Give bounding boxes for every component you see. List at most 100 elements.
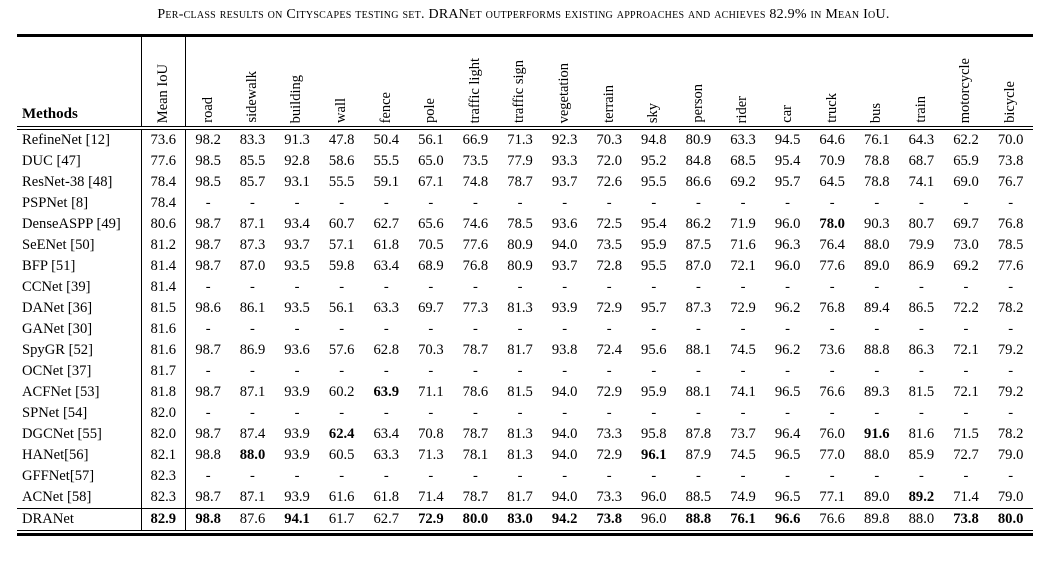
score-cell: -	[651, 405, 657, 421]
score-cell: -	[562, 321, 568, 337]
score-cell: 73.6	[140, 128, 187, 151]
table-row: DRANet 82.9 98.8 87.6 94.1 61.7 62.7 72.9 80.0 83…	[17, 508, 1033, 531]
score-cell: 90.3	[864, 216, 890, 232]
score-cell: 77.6	[819, 258, 845, 274]
score-cell: 70.8	[418, 426, 444, 442]
score-cell: -	[473, 321, 478, 337]
score-cell: 95.9	[641, 237, 667, 253]
score-cell: 76.7	[997, 174, 1024, 190]
score-cell: 86.9	[239, 342, 266, 358]
score-cell: 96.5	[774, 489, 801, 505]
score-cell: 80.9	[507, 237, 533, 253]
score-cell: -	[517, 363, 523, 379]
column-header-label: person	[689, 84, 706, 123]
score-cell: 63.3	[373, 300, 400, 316]
column-header: fence	[363, 37, 409, 130]
score-cell: 76.6	[809, 508, 855, 531]
score-cell: 73.7	[730, 426, 756, 442]
score-cell: -	[918, 279, 924, 295]
score-cell: 79.0	[997, 447, 1024, 463]
score-cell: 98.7	[195, 342, 221, 358]
score-cell: 86.1	[239, 300, 266, 316]
score-cell: 82.0	[140, 403, 187, 424]
table-row: BFP [51] 81.4 98.7 87.0 93.5 59.8 63.4 68.9 76.8…	[17, 256, 1033, 277]
score-cell: 74.1	[908, 174, 935, 190]
column-header: Mean IoU	[140, 37, 187, 130]
score-cell: 96.2	[774, 300, 801, 316]
score-cell: -	[918, 321, 924, 337]
method-name: GFFNet[57]	[22, 468, 95, 484]
score-cell: -	[517, 195, 523, 211]
score-cell: 70.3	[596, 132, 622, 148]
table-row: DGCNet [55] 82.0 98.7 87.4 93.9 62.4 63.4 70.8 7…	[17, 424, 1033, 445]
score-cell: -	[294, 195, 300, 211]
method-name: RefineNet [12]	[22, 132, 110, 148]
table-caption: Per-class results on Cityscapes testing …	[157, 7, 890, 22]
score-cell: -	[740, 321, 746, 337]
score-cell: 96.5	[774, 447, 801, 463]
score-cell: 50.4	[373, 132, 400, 148]
score-cell: -	[473, 468, 478, 484]
score-cell: 69.7	[953, 216, 979, 232]
score-cell: -	[874, 363, 880, 379]
score-cell: 94.0	[551, 426, 578, 442]
score-cell: -	[695, 195, 701, 211]
column-header-label: traffic light	[466, 57, 483, 123]
score-cell: -	[785, 321, 791, 337]
score-cell: 72.9	[596, 447, 622, 463]
column-header: pole	[408, 37, 454, 130]
score-cell: 77.9	[507, 153, 533, 169]
method-name: SPNet [54]	[22, 405, 88, 421]
score-cell: -	[829, 279, 835, 295]
score-cell: 98.7	[195, 489, 221, 505]
score-cell: 80.9	[685, 132, 712, 148]
score-cell: -	[339, 405, 345, 421]
score-cell: -	[651, 321, 657, 337]
column-header: motorcycle	[943, 37, 989, 130]
score-cell: 88.8	[864, 342, 890, 358]
score-cell: 64.5	[819, 174, 845, 190]
score-cell: 70.0	[997, 132, 1024, 148]
results-table-wrap: Methods Mean IoU road sidewalk building wall f…	[17, 34, 1033, 536]
score-cell: 71.4	[953, 489, 979, 505]
score-cell: -	[651, 468, 657, 484]
score-cell: 96.6	[765, 508, 810, 531]
score-cell: 96.0	[631, 508, 677, 531]
score-cell: 98.7	[195, 258, 221, 274]
score-cell: 62.8	[373, 342, 400, 358]
score-cell: 74.1	[730, 384, 756, 400]
score-cell: -	[963, 363, 969, 379]
score-cell: 82.0	[140, 424, 187, 445]
score-cell: -	[205, 279, 211, 295]
method-name: DUC [47]	[22, 153, 81, 169]
column-header: traffic sign	[497, 37, 543, 130]
score-cell: 73.5	[462, 153, 489, 169]
score-cell: 56.1	[328, 300, 355, 316]
column-header-label: sky	[645, 102, 662, 123]
score-cell: 87.4	[239, 426, 266, 442]
table-row: CCNet [39] 81.4 - - - - - - - - - - - - - - - - - - -	[17, 277, 1033, 298]
score-cell: -	[339, 363, 345, 379]
score-cell: 96.2	[774, 342, 801, 358]
score-cell: -	[606, 195, 612, 211]
score-cell: 60.2	[328, 384, 355, 400]
score-cell: -	[695, 363, 701, 379]
score-cell: 77.6	[140, 151, 187, 172]
score-cell: -	[383, 468, 389, 484]
score-cell: -	[829, 468, 835, 484]
score-cell: 58.6	[328, 153, 355, 169]
score-cell: 93.7	[551, 258, 578, 274]
score-cell: 98.8	[195, 447, 221, 463]
score-cell: 94.2	[542, 508, 587, 531]
score-cell: 95.4	[774, 153, 801, 169]
score-cell: 95.8	[641, 426, 667, 442]
score-cell: 94.0	[551, 384, 578, 400]
score-cell: 88.0	[864, 237, 890, 253]
score-cell: 81.5	[140, 298, 187, 319]
score-cell: 93.6	[284, 342, 310, 358]
table-row: SPNet [54] 82.0 - - - - - - - - - - - - - - - - - - -	[17, 403, 1033, 424]
score-cell: 78.5	[507, 216, 533, 232]
score-cell: 74.9	[730, 489, 756, 505]
score-cell: 65.9	[953, 153, 979, 169]
score-cell: 87.1	[239, 384, 266, 400]
